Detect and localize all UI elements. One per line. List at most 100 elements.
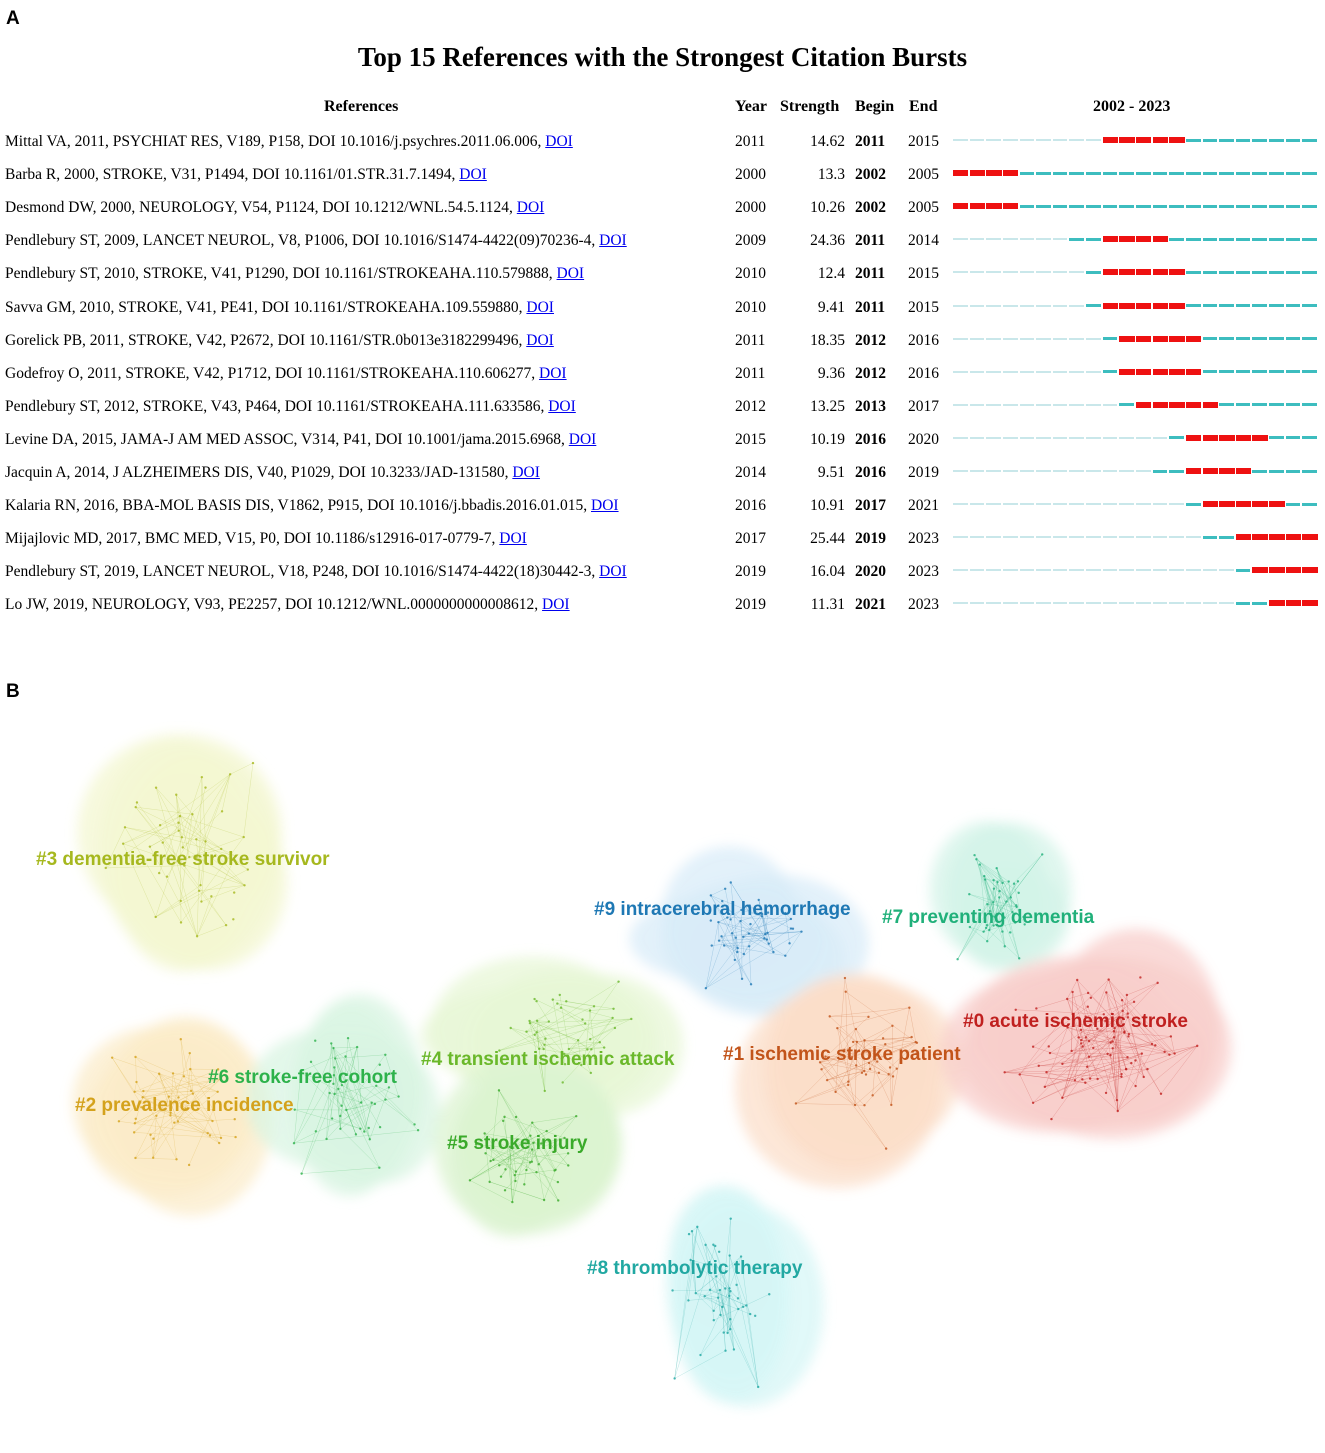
year-segment (1119, 503, 1134, 506)
end-cell: 2015 (908, 133, 939, 150)
network-node (729, 1328, 732, 1331)
burst-segment (1269, 567, 1285, 574)
burst-segment (1169, 401, 1185, 408)
network-node (855, 1040, 859, 1044)
doi-link[interactable]: DOI (599, 232, 627, 250)
network-edge (155, 787, 198, 937)
doi-link[interactable]: DOI (548, 397, 576, 415)
network-edge (719, 938, 765, 941)
year-segment (1136, 503, 1151, 506)
network-edge (731, 933, 736, 960)
table-row: Savva GM, 2010, STROKE, V41, PE41, DOI 1… (0, 298, 1325, 331)
year-segment (1219, 569, 1234, 572)
network-node (1125, 993, 1129, 997)
reference-text: Levine DA, 2015, JAMA-J AM MED ASSOC, V3… (5, 430, 569, 448)
network-edge (891, 1076, 894, 1105)
network-node (800, 930, 803, 933)
network-edge (134, 1082, 137, 1092)
network-edge (674, 1245, 716, 1379)
doi-link[interactable]: DOI (556, 265, 585, 283)
doi-link[interactable]: DOI (545, 133, 573, 150)
doi-link[interactable]: DOI (526, 298, 554, 316)
network-node (195, 855, 198, 859)
network-edge (1089, 1037, 1115, 1079)
network-edge (979, 864, 1013, 913)
year-segment (1269, 304, 1284, 307)
network-edge (332, 1118, 361, 1129)
year-segment (1086, 602, 1101, 605)
burst-segment (1252, 567, 1268, 574)
year-cell: 2009 (735, 232, 766, 250)
network-edge (764, 912, 769, 935)
network-node (718, 1266, 722, 1270)
network-node (853, 1103, 857, 1107)
network-edge (566, 1001, 595, 1007)
network-node (542, 1047, 545, 1051)
network-edge (526, 1003, 558, 1032)
network-edge (484, 1133, 515, 1176)
burst-timeline (953, 401, 1319, 408)
network-node (246, 868, 250, 871)
doi-link[interactable]: DOI (542, 596, 570, 614)
network-edge (853, 1036, 912, 1043)
network-node (151, 1156, 155, 1159)
doi-link[interactable]: DOI (599, 563, 627, 581)
network-node (177, 821, 180, 824)
network-edge (543, 1169, 556, 1201)
network-edge (864, 1040, 917, 1054)
network-edge (529, 1020, 579, 1041)
year-segment (1235, 403, 1251, 407)
year-segment (1052, 204, 1068, 208)
network-edge (1118, 1017, 1120, 1026)
doi-link[interactable]: DOI (526, 331, 554, 349)
year-segment (1169, 436, 1184, 440)
network-node (772, 950, 775, 954)
network-node (586, 1048, 589, 1051)
network-edge (123, 822, 179, 844)
network-node (309, 1060, 313, 1064)
year-segment (986, 470, 1001, 472)
network-node (155, 1114, 158, 1117)
network-node (529, 1134, 532, 1137)
network-edge (329, 1092, 342, 1106)
network-node (1016, 880, 1020, 883)
doi-link[interactable]: DOI (591, 497, 619, 515)
doi-link[interactable]: DOI (568, 430, 597, 448)
network-edge (584, 1058, 592, 1074)
network-edge (1004, 1053, 1108, 1073)
network-node (339, 1114, 342, 1118)
network-edge (691, 1231, 697, 1294)
cluster-hull (773, 978, 935, 1113)
doi-link[interactable]: DOI (512, 464, 540, 481)
network-edge (729, 1255, 751, 1315)
network-node (332, 1082, 335, 1086)
begin-cell: 2019 (855, 530, 886, 548)
network-node (789, 927, 793, 930)
network-edge (341, 1047, 358, 1106)
network-node (141, 1096, 144, 1099)
year-segment (1036, 238, 1051, 241)
network-edge (743, 912, 769, 955)
begin-cell: 2011 (855, 265, 886, 283)
network-node (537, 1047, 541, 1051)
network-edge (829, 1016, 894, 1077)
network-edge (741, 909, 762, 917)
header-strength: Strength (780, 98, 840, 115)
network-node (884, 1147, 888, 1150)
doi-link[interactable]: DOI (516, 199, 545, 217)
network-edge (1110, 1025, 1120, 1043)
year-segment (1302, 237, 1317, 241)
network-node (179, 899, 182, 903)
year-segment (953, 470, 968, 472)
burst-segment (1102, 302, 1119, 309)
network-edge (590, 1027, 616, 1040)
network-edge (989, 881, 998, 931)
doi-link[interactable]: DOI (499, 530, 527, 548)
network-edge (529, 1020, 566, 1065)
network-node (1011, 911, 1014, 914)
doi-link[interactable]: DOI (539, 364, 567, 382)
doi-link[interactable]: DOI (459, 166, 487, 184)
network-node (720, 935, 723, 938)
network-node (545, 1129, 548, 1133)
year-segment (1202, 204, 1218, 208)
